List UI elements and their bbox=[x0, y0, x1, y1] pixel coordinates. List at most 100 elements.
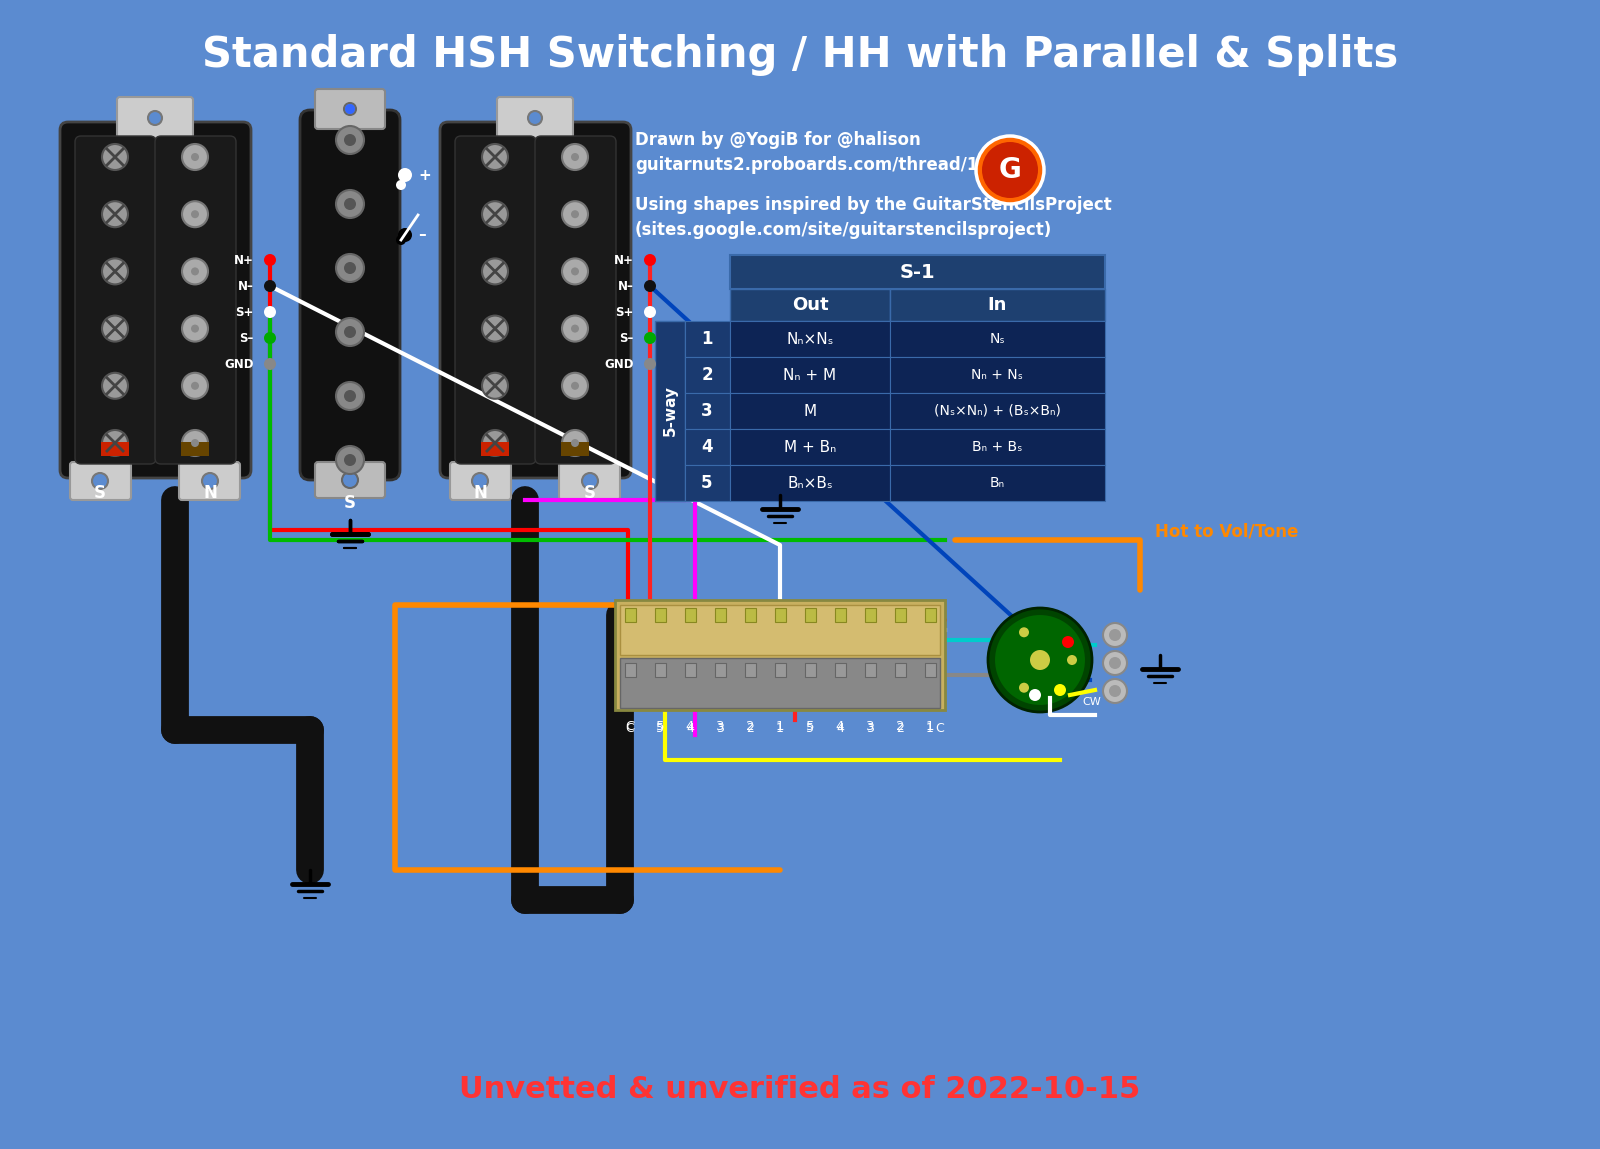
Bar bbox=[805, 663, 816, 677]
Bar bbox=[685, 465, 730, 501]
Circle shape bbox=[982, 142, 1038, 198]
Bar bbox=[685, 357, 730, 393]
Circle shape bbox=[190, 325, 198, 332]
Circle shape bbox=[182, 201, 208, 228]
Bar bbox=[730, 255, 1106, 290]
FancyBboxPatch shape bbox=[155, 136, 237, 464]
Text: Nₙ×Nₛ: Nₙ×Nₛ bbox=[786, 332, 834, 347]
Bar bbox=[685, 608, 696, 622]
Text: (Nₛ×Nₙ) + (Bₛ×Bₙ): (Nₛ×Nₙ) + (Bₛ×Bₙ) bbox=[933, 404, 1061, 418]
Text: Using shapes inspired by the GuitarStencilsProject: Using shapes inspired by the GuitarStenc… bbox=[635, 196, 1112, 214]
Bar bbox=[746, 608, 757, 622]
Circle shape bbox=[182, 430, 208, 456]
Circle shape bbox=[344, 198, 355, 210]
Circle shape bbox=[1109, 685, 1122, 697]
Circle shape bbox=[336, 318, 365, 346]
Bar bbox=[101, 442, 130, 456]
Text: N: N bbox=[474, 484, 486, 502]
Circle shape bbox=[344, 103, 355, 115]
Circle shape bbox=[147, 111, 162, 125]
Circle shape bbox=[994, 614, 1086, 705]
Bar bbox=[614, 600, 946, 710]
Text: 4: 4 bbox=[837, 722, 843, 734]
Bar bbox=[482, 442, 509, 456]
Circle shape bbox=[102, 372, 128, 399]
Circle shape bbox=[93, 473, 109, 489]
Bar bbox=[654, 663, 666, 677]
Circle shape bbox=[1062, 637, 1074, 648]
Bar bbox=[654, 608, 666, 622]
Circle shape bbox=[344, 134, 355, 146]
Text: 2: 2 bbox=[746, 719, 754, 733]
FancyBboxPatch shape bbox=[117, 97, 194, 138]
Circle shape bbox=[976, 136, 1043, 205]
Bar bbox=[866, 608, 877, 622]
Text: 5: 5 bbox=[656, 719, 664, 733]
Bar bbox=[715, 608, 726, 622]
Circle shape bbox=[397, 180, 406, 190]
Bar bbox=[626, 608, 637, 622]
FancyBboxPatch shape bbox=[61, 122, 251, 478]
Bar bbox=[774, 663, 786, 677]
Text: 4: 4 bbox=[701, 438, 714, 456]
Circle shape bbox=[582, 473, 598, 489]
Text: 5: 5 bbox=[656, 722, 664, 734]
FancyBboxPatch shape bbox=[534, 136, 616, 464]
Circle shape bbox=[482, 316, 509, 341]
Text: 5: 5 bbox=[701, 475, 712, 492]
Circle shape bbox=[336, 254, 365, 282]
Text: 3: 3 bbox=[866, 719, 874, 733]
Circle shape bbox=[336, 381, 365, 410]
Text: C: C bbox=[626, 719, 635, 733]
Text: Drawn by @YogiB for @halison: Drawn by @YogiB for @halison bbox=[635, 131, 920, 149]
Circle shape bbox=[562, 144, 589, 170]
Text: N–: N– bbox=[238, 279, 254, 293]
Text: 3: 3 bbox=[715, 719, 725, 733]
Circle shape bbox=[1019, 627, 1029, 638]
Circle shape bbox=[643, 358, 656, 370]
Bar bbox=[626, 663, 637, 677]
Bar bbox=[730, 290, 890, 321]
Text: 1: 1 bbox=[776, 722, 784, 734]
Circle shape bbox=[102, 259, 128, 285]
Text: 2: 2 bbox=[701, 367, 714, 384]
Text: Standard HSH Switching / HH with Parallel & Splits: Standard HSH Switching / HH with Paralle… bbox=[202, 34, 1398, 76]
Circle shape bbox=[528, 111, 542, 125]
Circle shape bbox=[562, 201, 589, 228]
Circle shape bbox=[102, 201, 128, 228]
Circle shape bbox=[1102, 623, 1126, 647]
Circle shape bbox=[190, 210, 198, 218]
Text: +: + bbox=[418, 168, 430, 183]
Circle shape bbox=[182, 316, 208, 341]
Text: N+: N+ bbox=[234, 254, 254, 267]
Bar bbox=[730, 465, 890, 501]
FancyBboxPatch shape bbox=[75, 136, 157, 464]
FancyBboxPatch shape bbox=[450, 462, 510, 500]
Bar bbox=[685, 663, 696, 677]
Text: 2: 2 bbox=[896, 722, 904, 734]
Circle shape bbox=[190, 381, 198, 390]
Circle shape bbox=[344, 390, 355, 402]
Bar bbox=[890, 357, 1106, 393]
FancyBboxPatch shape bbox=[498, 97, 573, 138]
FancyBboxPatch shape bbox=[315, 462, 386, 498]
Circle shape bbox=[102, 430, 128, 456]
Circle shape bbox=[1054, 684, 1066, 696]
Text: S–: S– bbox=[240, 332, 254, 345]
Text: 2: 2 bbox=[746, 722, 754, 734]
Circle shape bbox=[482, 259, 509, 285]
Circle shape bbox=[571, 210, 579, 218]
Circle shape bbox=[344, 262, 355, 273]
Text: N+: N+ bbox=[614, 254, 634, 267]
Text: Bₙ×Bₛ: Bₙ×Bₛ bbox=[787, 476, 832, 491]
Bar bbox=[890, 393, 1106, 429]
Text: S–: S– bbox=[619, 332, 634, 345]
Circle shape bbox=[182, 144, 208, 170]
Circle shape bbox=[643, 254, 656, 267]
Circle shape bbox=[264, 254, 277, 267]
FancyBboxPatch shape bbox=[558, 462, 621, 500]
Circle shape bbox=[1029, 689, 1042, 701]
Text: N–: N– bbox=[618, 279, 634, 293]
Bar bbox=[730, 429, 890, 465]
Text: M: M bbox=[803, 403, 816, 418]
